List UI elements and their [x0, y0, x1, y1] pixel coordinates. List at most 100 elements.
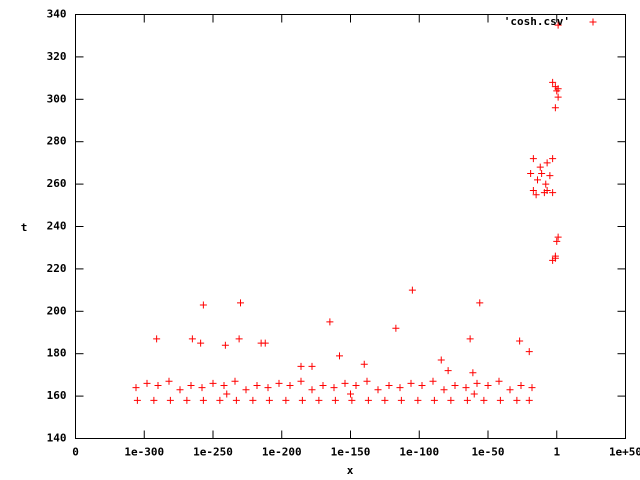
data-point [546, 172, 554, 180]
data-point [153, 335, 161, 343]
data-point [199, 301, 207, 309]
data-point [143, 379, 151, 387]
data-point [231, 377, 239, 385]
data-point [536, 163, 544, 171]
legend-marker [589, 18, 597, 26]
data-point [463, 396, 471, 404]
data-point [363, 377, 371, 385]
data-point [429, 377, 437, 385]
data-point [154, 382, 162, 389]
x-tick-label: 1e+50 [609, 446, 640, 459]
data-point [466, 335, 474, 343]
data-point [525, 348, 533, 356]
data-point [525, 396, 533, 404]
data-point [551, 254, 559, 262]
data-point [232, 396, 240, 404]
data-point [237, 299, 244, 307]
data-point [543, 186, 551, 194]
data-point [532, 191, 540, 199]
data-point [261, 339, 269, 347]
data-point [183, 396, 191, 404]
y-tick-label: 200 [47, 304, 67, 317]
data-point [554, 21, 562, 29]
data-point [253, 382, 261, 389]
data-point [396, 384, 404, 392]
data-point [176, 386, 184, 394]
data-point [469, 369, 477, 377]
y-tick-label: 280 [47, 135, 67, 148]
data-point [209, 379, 217, 387]
data-point [330, 384, 338, 392]
data-point [408, 286, 416, 294]
data-point [451, 382, 459, 389]
data-point [496, 396, 504, 404]
data-point [298, 396, 306, 404]
data-point [551, 104, 559, 112]
data-point [133, 396, 141, 404]
data-point [286, 382, 294, 389]
data-point [473, 379, 481, 387]
plot-frame [75, 14, 626, 439]
data-point [517, 382, 525, 389]
data-point [418, 382, 426, 389]
y-tick-label: 220 [47, 262, 67, 275]
x-tick-label: 1e-250 [193, 446, 233, 459]
data-point [235, 335, 243, 343]
data-point [444, 367, 452, 375]
data-point [549, 78, 557, 86]
data-point [221, 341, 229, 349]
data-point [282, 396, 290, 404]
data-point [506, 386, 514, 394]
data-point [308, 386, 316, 394]
data-point [385, 382, 393, 389]
data-point [165, 377, 173, 385]
data-point [319, 382, 327, 389]
data-point [529, 186, 537, 194]
data-point [542, 180, 550, 188]
data-point [331, 396, 339, 404]
data-point [513, 396, 521, 404]
x-tick-label: 1e-300 [124, 446, 164, 459]
x-tick-label: 1e-200 [262, 446, 302, 459]
data-point [199, 396, 207, 404]
data-point [297, 377, 305, 385]
data-point [397, 396, 405, 404]
data-point [132, 384, 140, 392]
data-point [549, 155, 557, 163]
y-tick-label: 320 [47, 50, 67, 63]
data-point [447, 396, 455, 404]
data-point [437, 356, 445, 364]
y-tick-label: 140 [47, 432, 67, 445]
data-point [297, 362, 305, 370]
data-point [264, 384, 272, 392]
data-point [470, 390, 478, 398]
data-point [534, 176, 541, 184]
data-point [249, 396, 257, 404]
y-tick-label: 340 [47, 8, 67, 21]
data-point [407, 379, 415, 387]
data-point [216, 396, 224, 404]
y-tick-label: 260 [47, 177, 67, 190]
x-tick-label: 1 [553, 446, 560, 459]
data-point [462, 384, 470, 392]
x-tick-label: 1e-100 [399, 446, 439, 459]
data-point [554, 85, 562, 93]
data-point [315, 396, 323, 404]
data-point [495, 377, 503, 385]
y-axis-label: t [21, 221, 28, 234]
y-tick-label: 300 [47, 92, 67, 105]
data-point [554, 93, 562, 101]
data-point [308, 362, 316, 370]
data-point [352, 382, 360, 389]
data-point [484, 382, 492, 389]
x-tick-label: 1e-50 [471, 446, 504, 459]
data-point [341, 379, 349, 387]
data-point [528, 384, 536, 392]
data-point [242, 386, 250, 394]
data-point [336, 352, 343, 360]
y-tick-label: 240 [47, 220, 67, 233]
x-tick-label: 1e-150 [331, 446, 371, 459]
data-point [392, 324, 400, 332]
data-point [150, 396, 158, 404]
data-point [480, 396, 488, 404]
